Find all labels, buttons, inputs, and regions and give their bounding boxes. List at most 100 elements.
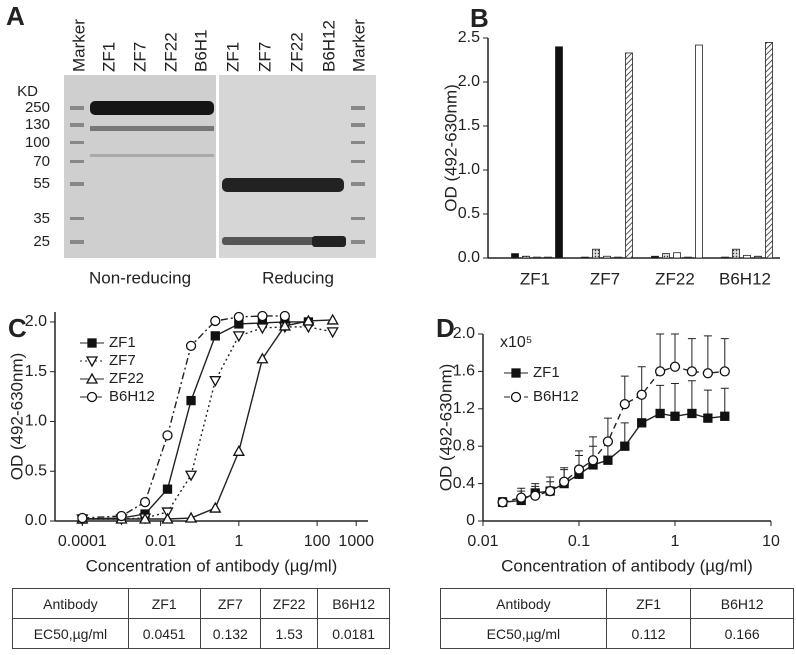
x-tick-label: 1	[671, 533, 680, 550]
gel-band	[312, 236, 346, 247]
table-cell: 1.53	[260, 618, 319, 649]
table-cell: 0.166	[690, 618, 794, 649]
bar	[673, 252, 681, 259]
error-bar	[687, 380, 696, 414]
marker	[516, 492, 527, 503]
bar	[603, 255, 611, 259]
error-bar	[720, 387, 729, 417]
marker	[530, 490, 541, 501]
marker	[162, 484, 173, 494]
marker	[326, 313, 339, 325]
marker	[544, 485, 556, 497]
x-tick-label: ZF1	[520, 269, 550, 288]
y-tick-label: 0.0	[458, 249, 480, 266]
lane-label: ZF22	[287, 32, 306, 72]
series-line	[82, 321, 309, 520]
table-cell: EC50,µg/ml	[12, 618, 129, 649]
gel-caption: Reducing	[262, 268, 334, 287]
marker	[510, 391, 522, 403]
marker	[720, 411, 730, 421]
panel-label: C	[8, 313, 27, 343]
panel-label: B	[470, 3, 489, 33]
x-tick-label: 0.1	[568, 533, 590, 550]
y-tick-label: 0.8	[453, 437, 475, 454]
gel-band	[90, 126, 214, 131]
lane-label: B6H1	[191, 29, 210, 72]
y-tick-label: 0.5	[458, 205, 480, 222]
marker	[161, 512, 174, 524]
marker	[138, 512, 152, 524]
gel-band	[90, 154, 214, 157]
marker	[603, 455, 613, 465]
bar	[544, 256, 552, 259]
table-cell: 0.0451	[127, 618, 201, 649]
marker	[185, 340, 197, 351]
table-cell: B6H12	[317, 588, 390, 619]
marker	[86, 391, 98, 403]
annotation: x10⁵	[500, 334, 532, 351]
marker	[279, 310, 291, 322]
marker	[232, 331, 245, 343]
y-tick-label: 2.0	[453, 325, 475, 342]
y-tick-label: 0.5	[25, 462, 47, 479]
table-cell: Antibody	[440, 588, 607, 619]
table-cell: ZF1	[127, 588, 201, 619]
error-bar	[656, 384, 665, 414]
gel-band	[222, 178, 344, 192]
x-tick-label: ZF22	[655, 269, 695, 288]
table-cell: EC50,µg/ml	[440, 618, 607, 649]
marker	[233, 311, 244, 323]
error-bar	[671, 383, 679, 417]
bar	[555, 46, 563, 259]
marker	[184, 470, 198, 482]
marker	[719, 366, 730, 377]
marker	[511, 368, 521, 378]
x-tick-label: ZF7	[590, 269, 620, 288]
table-cell: 0.112	[605, 618, 692, 649]
marker-label: 100	[25, 134, 50, 151]
lane-label: Marker	[69, 19, 88, 72]
marker-ladder	[70, 106, 365, 244]
marker	[139, 496, 151, 508]
x-tick-label: 0.01	[467, 533, 498, 550]
table-cell: Antibody	[12, 588, 129, 619]
marker	[573, 464, 585, 475]
marker	[184, 511, 198, 523]
legend-label: ZF1	[533, 364, 560, 381]
marker	[655, 408, 665, 419]
bar	[662, 253, 670, 259]
bar	[511, 253, 519, 259]
marker	[669, 361, 681, 372]
x-tick-label: 1000	[338, 533, 374, 550]
error-bar	[720, 338, 729, 372]
panel-label: D	[436, 313, 455, 343]
legend-label: ZF22	[109, 370, 144, 387]
marker	[620, 441, 630, 451]
x-tick-label: B6H12	[719, 269, 771, 288]
error-bar	[671, 333, 679, 367]
legend-label: B6H12	[109, 388, 155, 405]
bar	[721, 256, 729, 259]
lane-label: Marker	[349, 19, 368, 72]
bar	[522, 255, 530, 259]
table-cell: B6H12	[690, 588, 794, 619]
table-cell: ZF7	[199, 588, 262, 619]
bar	[754, 255, 762, 259]
y-tick-label: 0.0	[25, 512, 47, 529]
marker	[210, 331, 220, 341]
table-cell: ZF22	[260, 588, 319, 619]
chart: A KD 250 130 100 70 55 35 25 Marker ZF1 …	[6, 1, 780, 575]
marker	[703, 413, 713, 423]
y-tick-label: 2.0	[458, 73, 480, 90]
lane-label: ZF22	[161, 32, 180, 72]
x-tick-label: 0.01	[145, 533, 176, 550]
table-row: EC50,µg/ml 0.112 0.166	[440, 618, 794, 649]
y-tick-label: 1.2	[453, 400, 475, 417]
table-row: Antibody ZF1 ZF7 ZF22 B6H12	[12, 588, 390, 619]
marker-label: 25	[33, 233, 50, 250]
marker	[209, 501, 222, 513]
marker	[77, 512, 88, 524]
bar	[592, 248, 600, 259]
bar	[684, 256, 692, 259]
